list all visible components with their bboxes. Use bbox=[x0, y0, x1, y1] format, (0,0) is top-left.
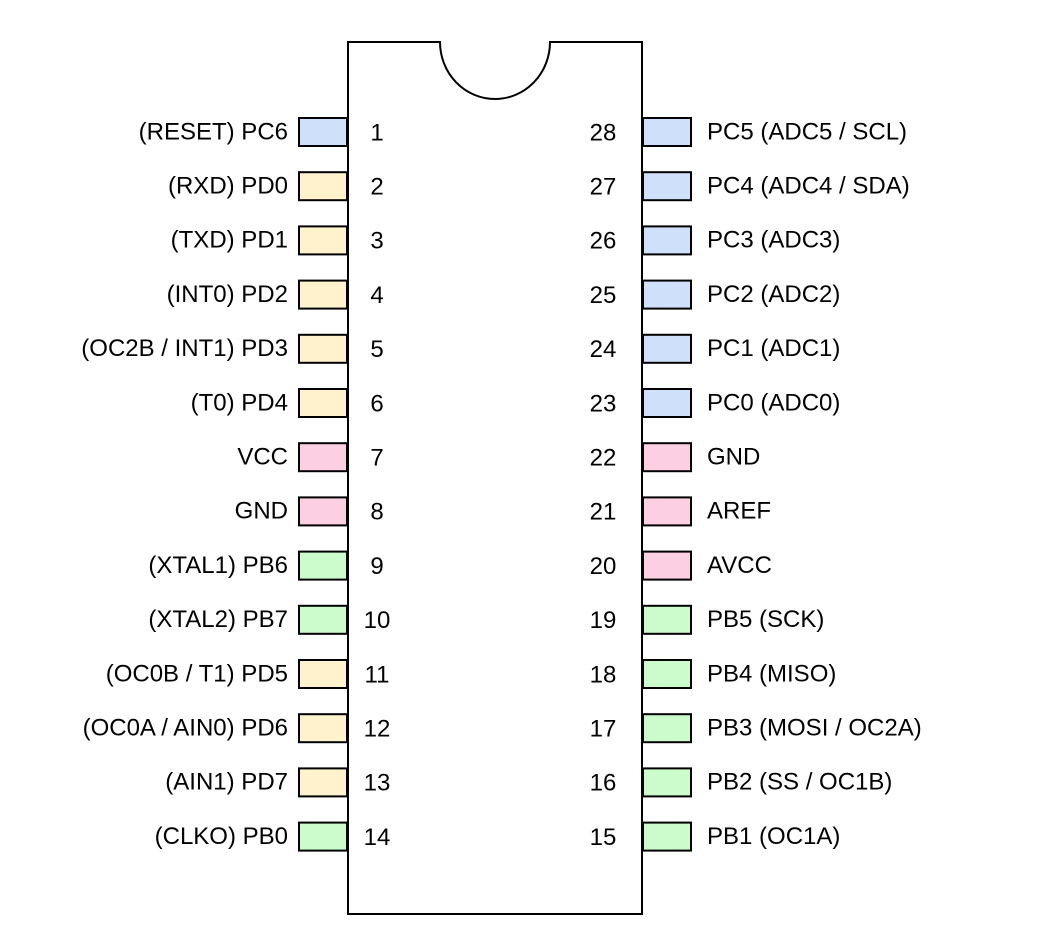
pin-16-number: 16 bbox=[590, 770, 617, 797]
pin-24-box bbox=[642, 333, 692, 364]
pin-12-number: 12 bbox=[364, 716, 391, 743]
pin-21-label: AREF bbox=[707, 498, 771, 525]
pin-13-number: 13 bbox=[364, 770, 391, 797]
pin-14-number: 14 bbox=[364, 824, 391, 851]
chip-body bbox=[347, 41, 643, 915]
pin-19-box bbox=[642, 604, 692, 635]
pin-11-label: (OC0B / T1) PD5 bbox=[106, 660, 288, 687]
pin-21-number: 21 bbox=[590, 499, 617, 526]
pin-3-number: 3 bbox=[370, 228, 383, 255]
pin-9-number: 9 bbox=[370, 553, 383, 580]
pin-1-box bbox=[298, 117, 348, 147]
pin-22-number: 22 bbox=[590, 445, 617, 472]
pin-20-box bbox=[642, 550, 692, 581]
pin-8-label: GND bbox=[235, 498, 288, 525]
pin-9-box bbox=[298, 550, 348, 581]
pin-8-number: 8 bbox=[370, 499, 383, 526]
pin-6-box bbox=[298, 388, 348, 418]
pin-11-box bbox=[298, 659, 348, 689]
pin-28-label: PC5 (ADC5 / SCL) bbox=[707, 118, 907, 145]
pin-17-box bbox=[642, 713, 692, 744]
pin-17-label: PB3 (MOSI / OC2A) bbox=[707, 715, 922, 742]
pin-28-box bbox=[642, 117, 692, 147]
pin-13-box bbox=[298, 767, 348, 798]
pin-5-box bbox=[298, 333, 348, 364]
pin-10-label: (XTAL2) PB7 bbox=[148, 606, 288, 633]
pin-28-number: 28 bbox=[590, 119, 617, 146]
pin-25-number: 25 bbox=[590, 282, 617, 309]
pin-3-box bbox=[298, 225, 348, 256]
pin-6-number: 6 bbox=[370, 390, 383, 417]
pin-7-label: VCC bbox=[237, 444, 288, 471]
pin-10-number: 10 bbox=[364, 607, 391, 634]
pin-8-box bbox=[298, 496, 348, 527]
pin-12-label: (OC0A / AIN0) PD6 bbox=[83, 715, 288, 742]
pin-26-number: 26 bbox=[590, 228, 617, 255]
pin-21-box bbox=[642, 496, 692, 527]
pin-18-label: PB4 (MISO) bbox=[707, 660, 836, 687]
pin-6-label: (T0) PD4 bbox=[191, 389, 288, 416]
pin-24-label: PC1 (ADC1) bbox=[707, 335, 840, 362]
pin-1-number: 1 bbox=[370, 119, 383, 146]
pin-1-label: (RESET) PC6 bbox=[139, 118, 288, 145]
pin-15-label: PB1 (OC1A) bbox=[707, 823, 840, 850]
pin-12-box bbox=[298, 713, 348, 744]
pin-9-label: (XTAL1) PB6 bbox=[148, 552, 288, 579]
pin-24-number: 24 bbox=[590, 336, 617, 363]
pin-18-number: 18 bbox=[590, 661, 617, 688]
pin-20-label: AVCC bbox=[707, 552, 772, 579]
pin-3-label: (TXD) PD1 bbox=[171, 227, 288, 254]
pin-2-number: 2 bbox=[370, 174, 383, 201]
pin-14-label: (CLKO) PB0 bbox=[155, 823, 288, 850]
pin-17-number: 17 bbox=[590, 716, 617, 743]
pin-16-box bbox=[642, 767, 692, 798]
pin-27-number: 27 bbox=[590, 174, 617, 201]
pin-27-label: PC4 (ADC4 / SDA) bbox=[707, 173, 910, 200]
pin-15-box bbox=[642, 821, 692, 852]
pin-16-label: PB2 (SS / OC1B) bbox=[707, 769, 892, 796]
pin-11-number: 11 bbox=[365, 661, 390, 688]
pin-5-number: 5 bbox=[370, 336, 383, 363]
pin-23-box bbox=[642, 388, 692, 418]
pin-20-number: 20 bbox=[590, 553, 617, 580]
pin-5-label: (OC2B / INT1) PD3 bbox=[81, 335, 288, 362]
pin-19-number: 19 bbox=[590, 607, 617, 634]
pin-10-box bbox=[298, 604, 348, 635]
right-pin-column: 28 PC5 (ADC5 / SCL) 27 PC4 (ADC4 / SDA) 26 PC… bbox=[590, 117, 922, 852]
pin-7-number: 7 bbox=[370, 445, 383, 472]
pin-2-label: (RXD) PD0 bbox=[168, 173, 288, 200]
pin-25-box bbox=[642, 279, 692, 310]
left-pin-column: 1 (RESET) PC6 2 (RXD) PD0 3 (TXD) PD1 4 (INT0) … bbox=[81, 117, 391, 852]
pin-25-label: PC2 (ADC2) bbox=[707, 281, 840, 308]
pin-23-label: PC0 (ADC0) bbox=[707, 389, 840, 416]
pin-7-box bbox=[298, 442, 348, 473]
pin-2-box bbox=[298, 171, 348, 202]
pin-4-number: 4 bbox=[370, 282, 383, 309]
pin-23-number: 23 bbox=[590, 390, 617, 417]
pin-15-number: 15 bbox=[590, 824, 617, 851]
pin-27-box bbox=[642, 171, 692, 202]
pin-22-label: GND bbox=[707, 444, 760, 471]
pin-19-label: PB5 (SCK) bbox=[707, 606, 824, 633]
pin-4-label: (INT0) PD2 bbox=[167, 281, 288, 308]
pin-4-box bbox=[298, 279, 348, 310]
pin-22-box bbox=[642, 442, 692, 473]
pin-18-box bbox=[642, 659, 692, 689]
pin-26-box bbox=[642, 225, 692, 256]
pin-26-label: PC3 (ADC3) bbox=[707, 227, 840, 254]
pin-14-box bbox=[298, 821, 348, 852]
pin-13-label: (AIN1) PD7 bbox=[165, 769, 288, 796]
